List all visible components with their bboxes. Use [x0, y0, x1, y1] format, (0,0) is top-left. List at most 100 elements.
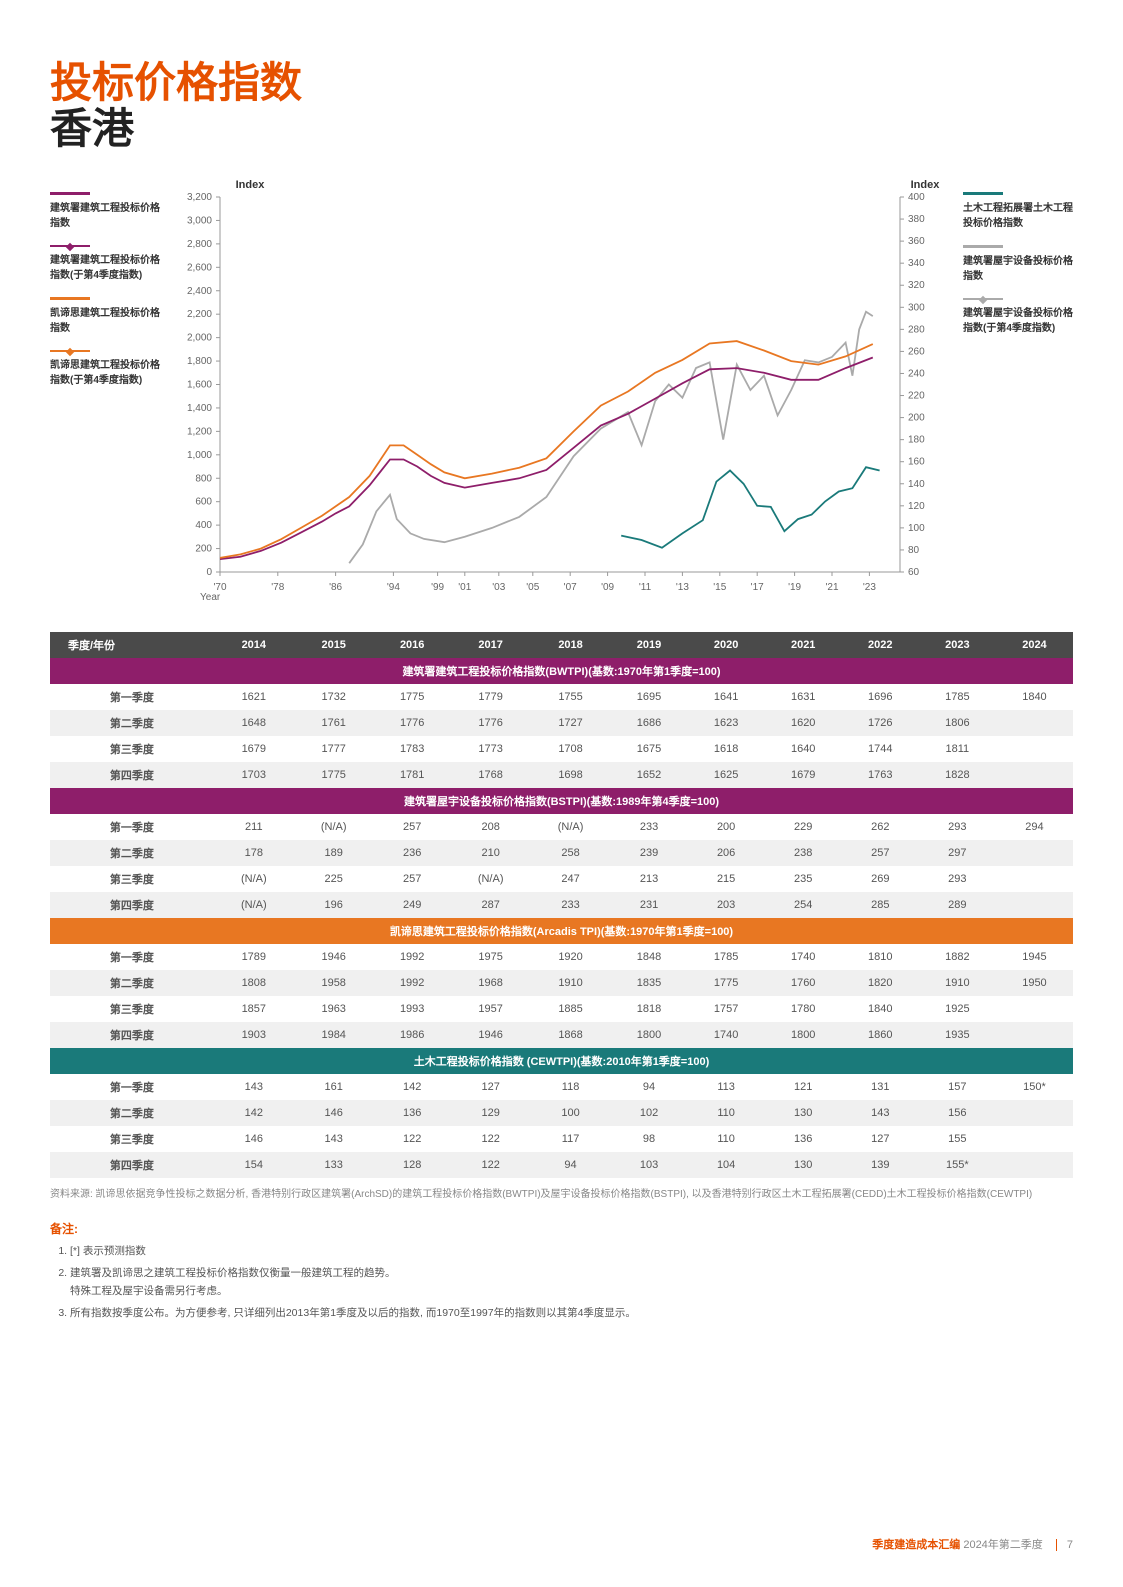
table-cell: 1698	[531, 762, 611, 788]
row-label: 第一季度	[50, 944, 214, 970]
table-cell: 1679	[765, 762, 842, 788]
table-cell: 1648	[214, 710, 294, 736]
table-cell: 225	[294, 866, 374, 892]
svg-text:2,400: 2,400	[187, 286, 212, 297]
table-cell: 238	[765, 840, 842, 866]
table-cell: 150*	[996, 1074, 1073, 1100]
table-cell: 287	[451, 892, 531, 918]
table-row: 第一季度211(N/A)257208(N/A)23320022926229329…	[50, 814, 1073, 840]
svg-text:140: 140	[908, 479, 925, 490]
table-cell: 257	[374, 866, 451, 892]
svg-text:'01: '01	[458, 582, 471, 593]
svg-text:'13: '13	[676, 582, 689, 593]
table-row: 第三季度(N/A)225257(N/A)247213215235269293	[50, 866, 1073, 892]
table-cell: 1828	[919, 762, 996, 788]
row-label: 第二季度	[50, 840, 214, 866]
svg-text:60: 60	[908, 567, 920, 578]
note-item: 所有指数按季度公布。为方便参考, 只详细列出2013年第1季度及以后的指数, 而…	[70, 1305, 1073, 1323]
table-cell: (N/A)	[451, 866, 531, 892]
table-cell	[996, 866, 1073, 892]
table-cell: 130	[765, 1100, 842, 1126]
table-cell: 122	[451, 1152, 531, 1178]
table-cell: 262	[842, 814, 919, 840]
table-cell: 1695	[611, 684, 688, 710]
table-cell: 1800	[765, 1022, 842, 1048]
svg-text:'17: '17	[751, 582, 764, 593]
table-cell: (N/A)	[531, 814, 611, 840]
svg-text:120: 120	[908, 501, 925, 512]
table-cell: 210	[451, 840, 531, 866]
table-cell: 1780	[765, 996, 842, 1022]
page-footer: 季度建造成本汇编 2024年第二季度 7	[872, 1536, 1073, 1552]
table-cell: 1783	[374, 736, 451, 762]
svg-text:400: 400	[195, 521, 212, 532]
table-row: 第二季度178189236210258239206238257297	[50, 840, 1073, 866]
table-header-cell: 2019	[611, 632, 688, 658]
table-header-cell: 2021	[765, 632, 842, 658]
table-cell: 1732	[294, 684, 374, 710]
table-header-cell: 2017	[451, 632, 531, 658]
svg-text:3,200: 3,200	[187, 192, 212, 203]
table-cell: 155	[919, 1126, 996, 1152]
table-cell: 189	[294, 840, 374, 866]
table-cell: 257	[374, 814, 451, 840]
table-cell: 146	[294, 1100, 374, 1126]
table-cell: 231	[611, 892, 688, 918]
table-cell: 285	[842, 892, 919, 918]
table-row: 第二季度180819581992196819101835177517601820…	[50, 970, 1073, 996]
svg-text:2,800: 2,800	[187, 239, 212, 250]
svg-text:Year: Year	[200, 592, 221, 603]
section-header: 建筑署建筑工程投标价格指数(BWTPI)(基数:1970年第1季度=100)	[50, 658, 1073, 684]
svg-text:600: 600	[195, 497, 212, 508]
table-cell: 1757	[688, 996, 765, 1022]
table-cell: 249	[374, 892, 451, 918]
table-header-cell: 2014	[214, 632, 294, 658]
legend-item: 建筑署屋宇设备投标价格指数(于第4季度指数)	[963, 298, 1073, 334]
table-cell	[996, 736, 1073, 762]
table-cell: 1775	[688, 970, 765, 996]
table-cell: 1696	[842, 684, 919, 710]
table-cell: 1761	[294, 710, 374, 736]
table-cell: 1857	[214, 996, 294, 1022]
svg-text:'94: '94	[387, 582, 400, 593]
table-cell: 1946	[451, 1022, 531, 1048]
table-cell: 258	[531, 840, 611, 866]
table-cell: 294	[996, 814, 1073, 840]
table-header-cell: 2022	[842, 632, 919, 658]
table-cell: 1785	[919, 684, 996, 710]
row-label: 第二季度	[50, 1100, 214, 1126]
table-cell: 102	[611, 1100, 688, 1126]
table-row: 第三季度14614312212211798110136127155	[50, 1126, 1073, 1152]
table-cell: 208	[451, 814, 531, 840]
legend-item: 土木工程拓展署土木工程投标价格指数	[963, 192, 1073, 229]
table-cell: 1640	[765, 736, 842, 762]
table-cell: 215	[688, 866, 765, 892]
table-row: 第四季度(N/A)196249287233231203254285289	[50, 892, 1073, 918]
svg-text:340: 340	[908, 259, 925, 270]
table-cell: 211	[214, 814, 294, 840]
table-cell: 94	[531, 1152, 611, 1178]
svg-text:100: 100	[908, 523, 925, 534]
svg-text:2,200: 2,200	[187, 310, 212, 321]
table-cell: 1621	[214, 684, 294, 710]
table-cell: 103	[611, 1152, 688, 1178]
table-row: 第四季度15413312812294103104130139155*	[50, 1152, 1073, 1178]
table-row: 第二季度142146136129100102110130143156	[50, 1100, 1073, 1126]
row-label: 第三季度	[50, 1126, 214, 1152]
table-cell: 1910	[531, 970, 611, 996]
svg-text:'78: '78	[271, 582, 284, 593]
table-cell: 1993	[374, 996, 451, 1022]
table-cell: 127	[451, 1074, 531, 1100]
table-cell: (N/A)	[214, 892, 294, 918]
table-cell: 233	[611, 814, 688, 840]
table-cell	[996, 996, 1073, 1022]
row-label: 第四季度	[50, 762, 214, 788]
row-label: 第一季度	[50, 1074, 214, 1100]
table-cell: 131	[842, 1074, 919, 1100]
table-cell: 1820	[842, 970, 919, 996]
footer-period: 2024年第二季度	[963, 1539, 1042, 1551]
table-cell: 157	[919, 1074, 996, 1100]
table-cell: 136	[765, 1126, 842, 1152]
svg-text:300: 300	[908, 303, 925, 314]
table-cell: 1992	[374, 944, 451, 970]
